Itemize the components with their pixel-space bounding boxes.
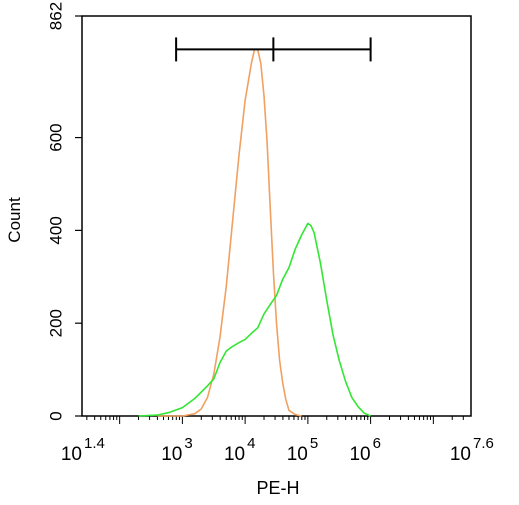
y-tick-label: 200 [47,309,66,337]
x-tick-base: 10 [61,444,82,465]
x-tick-base: 10 [450,444,471,465]
x-tick-base: 10 [349,444,370,465]
histogram-series-2 [138,222,371,417]
plot-area-frame [81,15,472,417]
x-tick-exponent: 5 [310,435,318,452]
x-tick-exponent: 6 [373,435,381,452]
x-tick-exponent: 3 [184,435,192,452]
x-tick-base: 10 [287,444,308,465]
y-axis-title: Count [5,197,24,243]
y-tick-label: 0 [47,411,66,420]
gate-marker [175,37,372,62]
x-tick-exponent: 1.4 [84,435,105,452]
x-tick-exponent: 7.6 [473,435,494,452]
x-tick-label: 104 [224,435,255,465]
x-tick-base: 10 [224,444,245,465]
y-tick-label: 600 [47,123,66,151]
x-tick-label: 101.4 [61,435,105,465]
x-tick-label: 103 [161,435,192,465]
x-tick-label: 106 [349,435,380,465]
x-tick-exponent: 4 [247,435,255,452]
y-tick-label: 862 [47,2,66,30]
x-tick-label: 105 [287,435,318,465]
x-tick-label: 107.6 [450,435,494,465]
y-tick-label: 400 [47,216,66,244]
y-axis: 0 200 400 600 862 [47,2,82,421]
x-axis-title: PE-H [256,478,299,498]
x-tick-base: 10 [161,444,182,465]
